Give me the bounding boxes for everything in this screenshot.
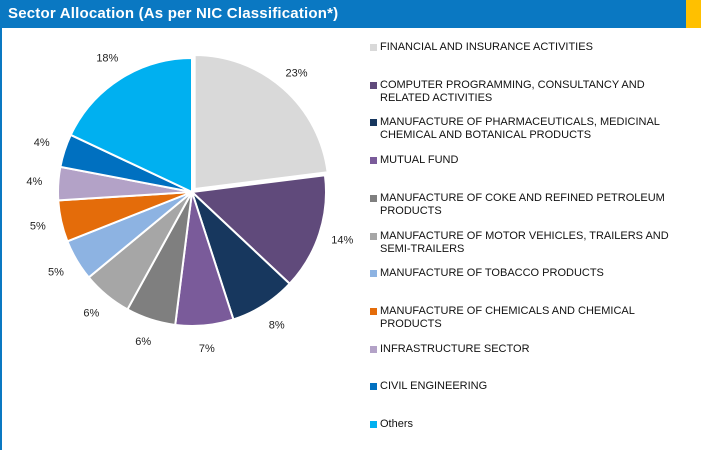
legend-item: MANUFACTURE OF COKE AND REFINED PETROLEU…	[370, 192, 695, 218]
legend-swatch	[370, 270, 377, 278]
pie-slice	[189, 174, 327, 286]
legend-swatch	[370, 307, 377, 315]
data-label: 23%	[285, 67, 307, 79]
pie-slice	[69, 56, 193, 194]
header-accent	[686, 0, 701, 28]
data-label: 5%	[48, 266, 64, 278]
legend-item: MANUFACTURE OF MOTOR VEHICLES, TRAILERS …	[370, 230, 695, 256]
legend-label: MANUFACTURE OF PHARMACEUTICALS, MEDICINA…	[380, 116, 660, 142]
legend-label: Others	[380, 418, 414, 430]
data-label: 6%	[83, 308, 99, 320]
legend-item: COMPUTER PROGRAMMING, CONSULTANCY AND RE…	[370, 79, 695, 105]
data-label: 14%	[331, 235, 353, 247]
legend-item: INFRASTRUCTURE SECTOR	[370, 343, 695, 356]
legend-item: Others	[370, 418, 695, 431]
data-label: 7%	[199, 343, 215, 355]
data-label: 4%	[34, 137, 50, 149]
legend-label: INFRASTRUCTURE SECTOR	[380, 342, 530, 355]
legend-swatch	[370, 44, 377, 51]
legend-item: FINANCIAL AND INSURANCE ACTIVITIES	[370, 41, 695, 54]
legend-swatch	[370, 119, 377, 127]
data-label: 4%	[26, 176, 42, 188]
legend-swatch	[370, 194, 377, 202]
legend-label: MUTUAL FUND	[380, 154, 459, 167]
legend-label: MANUFACTURE OF CHEMICALS AND CHEMICAL PR…	[380, 304, 635, 330]
legend-item: MUTUAL FUND	[370, 154, 695, 167]
pie-slice	[193, 53, 329, 191]
legend-item: CIVIL ENGINEERING	[370, 380, 695, 393]
panel-title: Sector Allocation (As per NIC Classifica…	[0, 0, 686, 28]
data-label: 6%	[135, 336, 151, 348]
legend-label: FINANCIAL AND INSURANCE ACTIVITIES	[380, 41, 593, 53]
legend-swatch	[370, 345, 377, 353]
legend-label: CIVIL ENGINEERING	[380, 380, 488, 393]
legend-label: MANUFACTURE OF COKE AND REFINED PETROLEU…	[380, 191, 665, 217]
legend-swatch	[370, 157, 377, 165]
data-label: 18%	[96, 53, 118, 65]
legend-swatch	[370, 232, 377, 240]
legend-swatch	[370, 421, 377, 428]
data-label: 8%	[269, 319, 285, 331]
panel-border	[0, 28, 2, 450]
pie-chart: 23% 14% 8% 7% 6% 6% 5% 5% 4% 4% 18%	[26, 53, 353, 356]
legend-item: MANUFACTURE OF TOBACCO PRODUCTS	[370, 267, 695, 280]
legend-swatch	[370, 383, 377, 391]
legend-label: COMPUTER PROGRAMMING, CONSULTANCY AND RE…	[380, 78, 645, 104]
legend-item: MANUFACTURE OF PHARMACEUTICALS, MEDICINA…	[370, 116, 695, 142]
legend-swatch	[370, 81, 377, 89]
legend-item: MANUFACTURE OF CHEMICALS AND CHEMICAL PR…	[370, 305, 695, 331]
legend-label: MANUFACTURE OF MOTOR VEHICLES, TRAILERS …	[380, 229, 669, 255]
legend-label: MANUFACTURE OF TOBACCO PRODUCTS	[380, 267, 604, 280]
data-label: 5%	[30, 220, 46, 232]
